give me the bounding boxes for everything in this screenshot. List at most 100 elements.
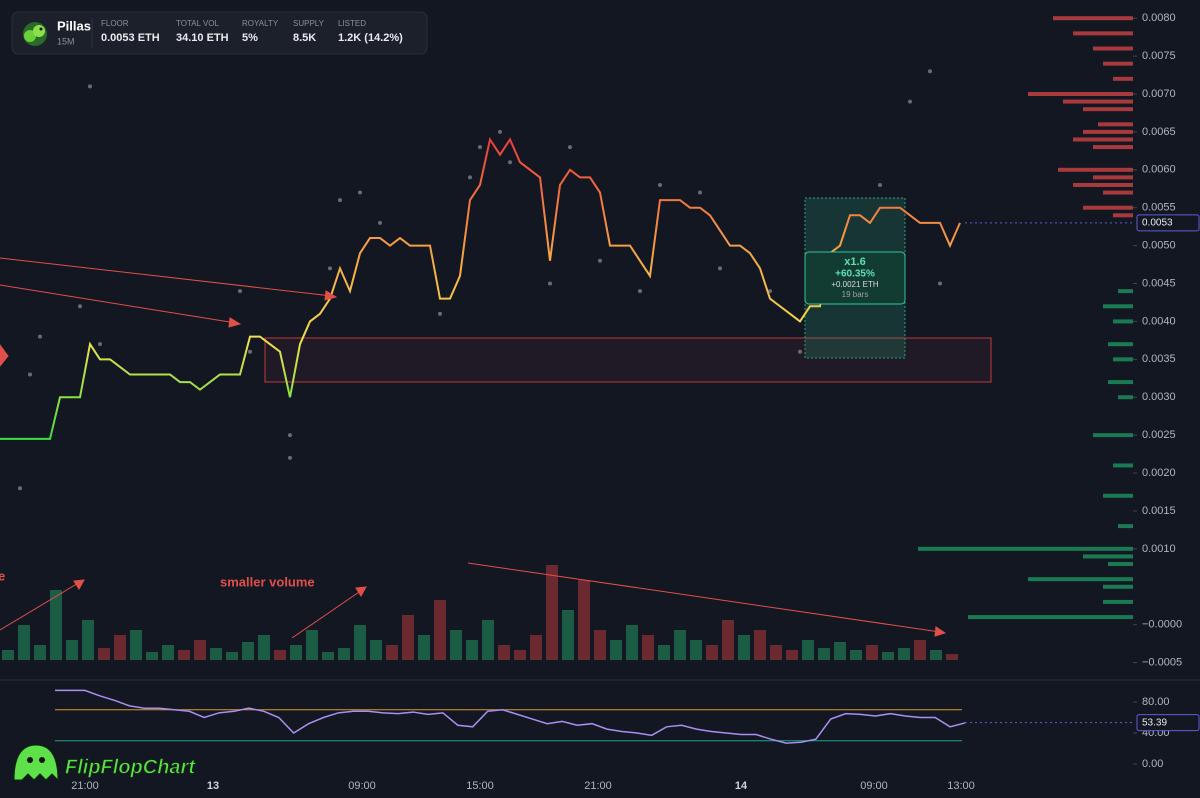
profile-bar xyxy=(1093,433,1133,438)
y-tick-label: 0.0060 xyxy=(1142,164,1176,176)
volume-bar xyxy=(786,650,798,660)
trade-dot xyxy=(698,190,702,195)
profile-bar xyxy=(1083,129,1133,134)
stat-label: FLOOR xyxy=(101,19,129,28)
y-tick-label: 0.0015 xyxy=(1142,505,1176,517)
profile-bar xyxy=(1113,463,1133,468)
trade-dot xyxy=(768,289,772,294)
volume-bar xyxy=(146,652,158,660)
stat-label: ROYALTY xyxy=(242,19,279,28)
trade-dot xyxy=(238,289,242,294)
volume-bar xyxy=(66,640,78,660)
volume-bar xyxy=(834,642,846,660)
profile-bar xyxy=(1118,289,1133,294)
trade-dot xyxy=(38,334,42,339)
profile-bar xyxy=(1103,190,1133,195)
volume-bar xyxy=(594,630,606,660)
volume-bar xyxy=(194,640,206,660)
trade-dot xyxy=(718,266,722,271)
trade-dot xyxy=(288,455,292,460)
rsi-tick-label: 0.00 xyxy=(1142,758,1163,770)
volume-bar xyxy=(274,650,286,660)
profile-bar xyxy=(1083,107,1133,112)
profile-bar xyxy=(918,546,1133,551)
x-tick-label: 13:00 xyxy=(947,780,975,792)
trade-dot xyxy=(338,198,342,203)
y-tick-label: 0.0070 xyxy=(1142,88,1176,100)
trade-dot xyxy=(88,84,92,89)
stat-value: 5% xyxy=(242,32,258,44)
x-tick-label: 13 xyxy=(207,780,219,792)
annotation: e xyxy=(0,568,5,583)
stat-label: TOTAL VOL xyxy=(176,19,220,28)
price-line xyxy=(0,136,961,440)
y-tick-label: 0.0030 xyxy=(1142,391,1176,403)
profile-bar xyxy=(1118,524,1133,529)
trade-dot xyxy=(598,258,602,263)
profile-bar xyxy=(1113,76,1133,81)
volume-bar xyxy=(578,580,590,660)
volume-bar xyxy=(290,645,302,660)
volume-bar xyxy=(866,645,878,660)
trade-dot xyxy=(798,349,802,354)
profile-bar xyxy=(1093,175,1133,180)
volume-bar xyxy=(674,630,686,660)
volume-bar xyxy=(82,620,94,660)
volume-bar xyxy=(930,650,942,660)
profile-bar xyxy=(1103,304,1133,309)
profile-bar xyxy=(1098,122,1133,127)
volume-bar xyxy=(338,648,350,660)
volume-bar xyxy=(50,590,62,660)
volume-bar xyxy=(818,648,830,660)
volume-bar xyxy=(498,645,510,660)
volume-bar xyxy=(626,625,638,660)
volume-bar xyxy=(770,645,782,660)
volume-bar xyxy=(2,650,14,660)
logo-ghost xyxy=(13,744,59,782)
annotation: smaller volume xyxy=(220,574,315,589)
volume-bar xyxy=(162,645,174,660)
plot: 0.0080 0.0075 0.0070 0.0065 0.0060 0.0055 0.00… xyxy=(0,12,1200,792)
y-tick-label: 0.0065 xyxy=(1142,126,1176,138)
trade-dot xyxy=(378,220,382,225)
y-tick-label: 0.0025 xyxy=(1142,429,1176,441)
volume-bar xyxy=(18,625,30,660)
volume-bar xyxy=(178,650,190,660)
y-tick-label: 0.0045 xyxy=(1142,277,1176,289)
profile-bar xyxy=(1103,584,1133,589)
header-card xyxy=(11,11,428,55)
volume-bar xyxy=(850,650,862,660)
trade-dot xyxy=(938,281,942,286)
trade-dot xyxy=(508,160,512,165)
y-tick-label: 0.0010 xyxy=(1142,543,1176,555)
profile-bar xyxy=(1108,380,1133,385)
volume-bar xyxy=(434,600,446,660)
volume-bar xyxy=(450,630,462,660)
y-tick-label: 0.0075 xyxy=(1142,50,1176,62)
profile-bar xyxy=(1028,577,1133,582)
trade-dot xyxy=(638,289,642,294)
volume-bar xyxy=(34,645,46,660)
trade-dot xyxy=(248,349,252,354)
y-tick-label: 0.0040 xyxy=(1142,315,1176,327)
rsi-tick-label: 80.00 xyxy=(1142,696,1170,708)
y-tick-label: 0.0055 xyxy=(1142,202,1176,214)
zone-box xyxy=(264,337,992,383)
rsi-last-box xyxy=(1136,714,1200,732)
profile-bar xyxy=(1073,31,1133,36)
profile-bar xyxy=(1083,554,1133,559)
trade-dot xyxy=(438,311,442,316)
profile-bar xyxy=(1113,319,1133,324)
volume-bar xyxy=(226,652,238,660)
profile-bar xyxy=(1083,205,1133,210)
profile-bar xyxy=(1103,61,1133,66)
y-tick-label: −0.0000 xyxy=(1142,619,1182,631)
volume-bar xyxy=(322,652,334,660)
profile-bar xyxy=(1113,357,1133,362)
profile-bar xyxy=(1103,599,1133,604)
trade-dot xyxy=(18,486,22,491)
volume-bar xyxy=(242,642,254,660)
trade-dot xyxy=(358,190,362,195)
